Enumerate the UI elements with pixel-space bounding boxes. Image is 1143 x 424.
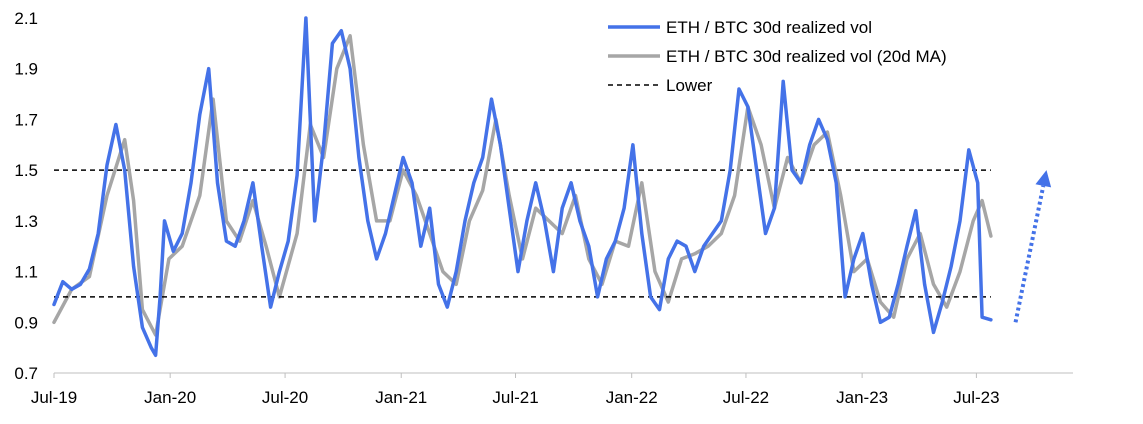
y-tick-label: 1.3 xyxy=(14,212,38,231)
y-tick-label: 1.5 xyxy=(14,161,38,180)
y-tick-label: 0.9 xyxy=(14,313,38,332)
y-tick-label: 1.1 xyxy=(14,263,38,282)
series-line-1 xyxy=(52,34,993,337)
y-tick-label: 1.7 xyxy=(14,110,38,129)
x-tick-label: Jan-21 xyxy=(375,388,427,407)
y-tick-label: 1.9 xyxy=(14,60,38,79)
x-tick-label: Jul-21 xyxy=(492,388,538,407)
x-tick-label: Jan-23 xyxy=(836,388,888,407)
x-tick-label: Jul-20 xyxy=(262,388,308,407)
dotted-arrow-head xyxy=(1035,170,1052,188)
x-tick-label: Jan-22 xyxy=(606,388,658,407)
legend-label: ETH / BTC 30d realized vol xyxy=(666,18,872,37)
x-tick-label: Jul-19 xyxy=(31,388,77,407)
x-tick-label: Jan-20 xyxy=(144,388,196,407)
y-tick-label: 0.7 xyxy=(14,364,38,383)
series-lines xyxy=(52,16,993,358)
x-tick-label: Jul-22 xyxy=(723,388,769,407)
y-tick-label: 2.1 xyxy=(14,9,38,28)
x-axis-tick-labels: Jul-19 Jan-20 Jul-20 Jan-21 Jul-21 Jan-22 Jul-… xyxy=(31,373,1000,407)
legend: ETH / BTC 30d realized vol ETH / BTC 30d … xyxy=(608,18,947,95)
legend-label: ETH / BTC 30d realized vol (20d MA) xyxy=(666,47,947,66)
legend-label: Lower xyxy=(666,76,713,95)
annotations xyxy=(1013,170,1052,323)
y-axis-tick-labels: 0.7 0.9 1.1 1.3 1.5 1.7 1.9 2.1 xyxy=(14,9,38,383)
series-line-0 xyxy=(52,16,993,358)
x-tick-label: Jul-23 xyxy=(953,388,999,407)
dotted-arrow-shaft xyxy=(1013,185,1046,323)
